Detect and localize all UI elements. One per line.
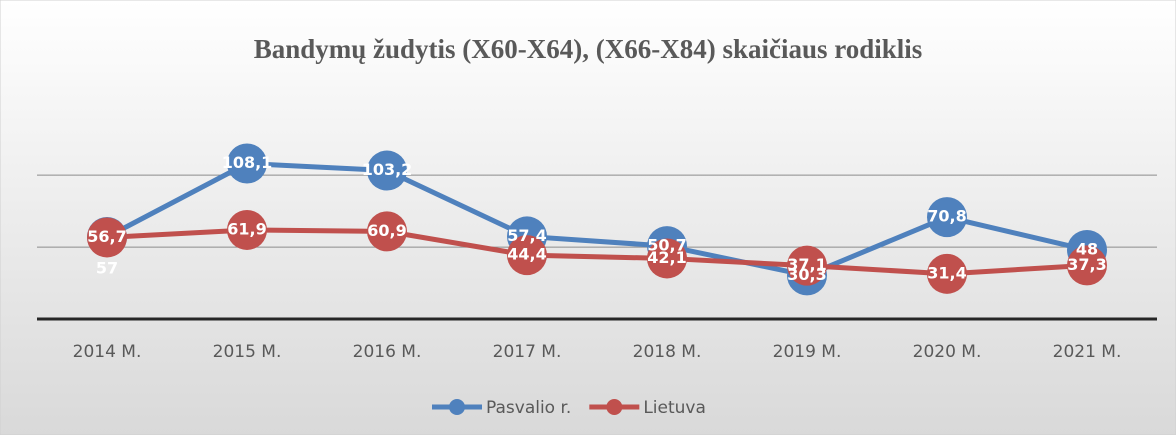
- data-label: 37,3: [1067, 255, 1106, 274]
- series-line: [106, 227, 1088, 277]
- data-label: 50,7: [647, 236, 686, 255]
- legend-label: Pasvalio r.: [486, 398, 571, 418]
- data-label: 57,4: [507, 226, 546, 245]
- x-tick-label: 2016 M.: [353, 342, 422, 362]
- point: [367, 150, 407, 191]
- chart-title: Bandymų žudytis (X60-X64), (X66-X84) ska…: [254, 34, 923, 64]
- point: [1067, 245, 1107, 286]
- point: [647, 238, 687, 279]
- point: [87, 217, 127, 258]
- point: [927, 197, 967, 238]
- data-label: 56,7: [87, 227, 126, 246]
- data-label: 31,4: [927, 263, 966, 282]
- x-tick-label: 2019 M.: [773, 342, 842, 362]
- data-label: 61,9: [227, 219, 266, 238]
- data-label: 57: [96, 259, 118, 278]
- x-tick-label: 2017 M.: [493, 342, 562, 362]
- data-label: 44,4: [507, 245, 546, 264]
- point: [367, 211, 407, 252]
- point: [227, 143, 267, 184]
- legend-marker: [449, 399, 465, 415]
- x-tick-label: 2020 M.: [913, 342, 982, 362]
- x-tick-label: 2018 M.: [633, 342, 702, 362]
- legend-marker: [606, 399, 623, 415]
- x-tick-label: 2014 M.: [73, 342, 142, 362]
- data-label: 48: [1076, 239, 1098, 258]
- data-label: 60,9: [367, 221, 406, 240]
- point: [227, 209, 267, 250]
- x-tick-label: 2015 M.: [213, 342, 282, 362]
- point: [507, 235, 547, 276]
- data-label: 103,2: [362, 160, 413, 179]
- x-tick-label: 2021 M.: [1053, 342, 1122, 362]
- legend-label: Lietuva: [643, 398, 706, 418]
- point: [787, 245, 827, 286]
- data-label: 42,1: [647, 248, 686, 267]
- data-label: 70,8: [927, 207, 966, 226]
- data-label: 30,3: [787, 265, 826, 284]
- data-label: 37,1: [787, 255, 826, 274]
- data-label: 108,1: [222, 153, 273, 172]
- series-line: [105, 160, 1088, 279]
- point: [927, 253, 967, 294]
